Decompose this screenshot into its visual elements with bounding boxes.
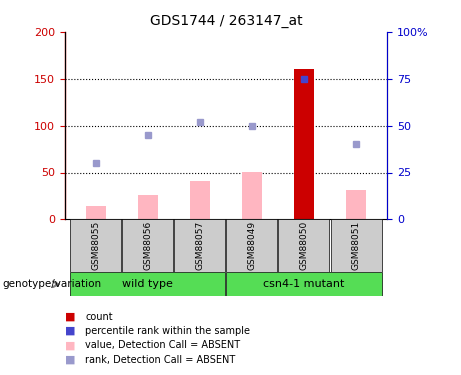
Text: GSM88057: GSM88057 [195,221,204,270]
Title: GDS1744 / 263147_at: GDS1744 / 263147_at [149,14,302,28]
Bar [190,181,210,219]
Bar [278,219,330,272]
Text: GSM88050: GSM88050 [300,221,308,270]
Bar [226,272,382,296]
Bar [242,172,262,219]
Text: ■: ■ [65,355,75,364]
Bar [174,219,225,272]
Bar [86,206,106,219]
Text: ■: ■ [65,326,75,336]
Text: wild type: wild type [122,279,173,289]
Text: ■: ■ [65,340,75,350]
Text: GSM88055: GSM88055 [91,221,100,270]
Text: ■: ■ [65,312,75,322]
Bar [122,219,173,272]
Bar [346,190,366,219]
Bar [331,219,382,272]
Text: value, Detection Call = ABSENT: value, Detection Call = ABSENT [85,340,240,350]
Text: rank, Detection Call = ABSENT: rank, Detection Call = ABSENT [85,355,236,364]
Text: GSM88056: GSM88056 [143,221,152,270]
Bar [294,69,314,219]
Bar [226,219,278,272]
Text: GSM88049: GSM88049 [248,221,256,270]
Text: percentile rank within the sample: percentile rank within the sample [85,326,250,336]
Text: csn4-1 mutant: csn4-1 mutant [263,279,345,289]
Bar [70,219,121,272]
Bar [138,195,158,219]
Text: GSM88051: GSM88051 [351,221,361,270]
Text: genotype/variation: genotype/variation [2,279,101,289]
Bar [70,272,225,296]
Text: count: count [85,312,113,322]
